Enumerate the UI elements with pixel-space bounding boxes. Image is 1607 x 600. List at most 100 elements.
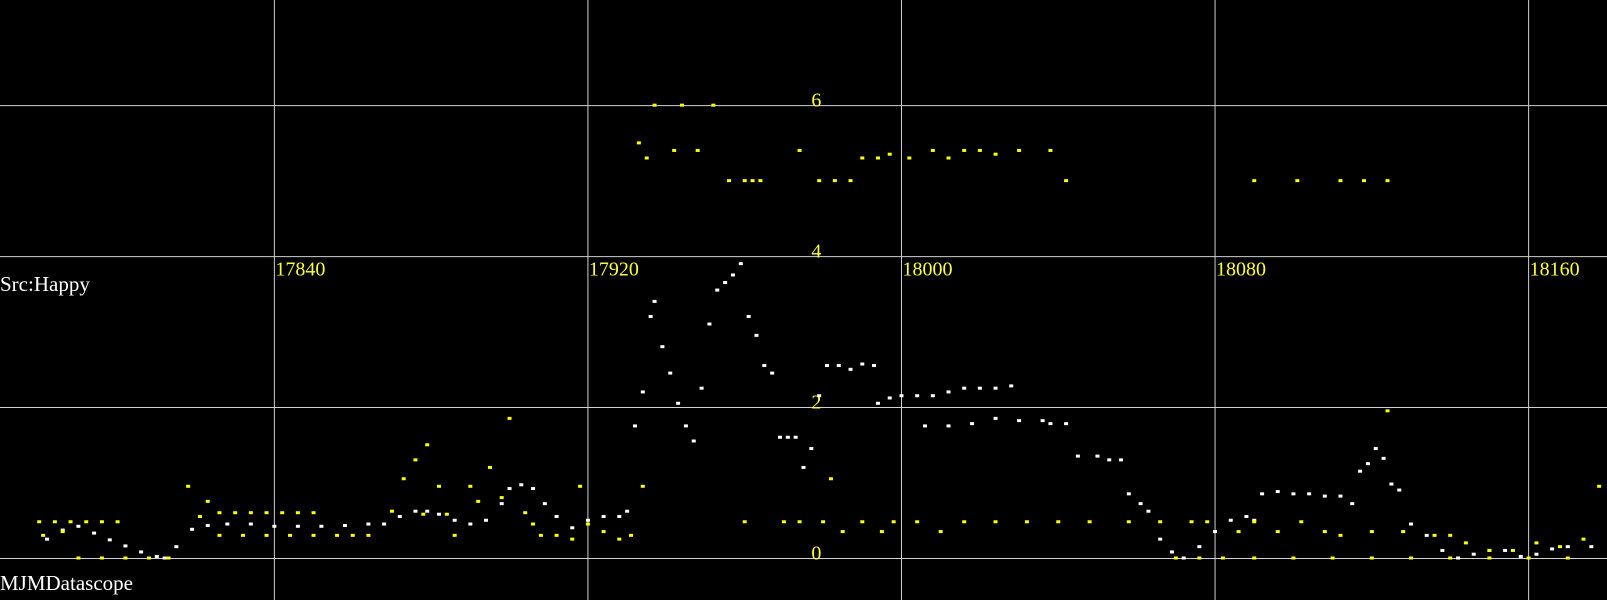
yellow-data-point (99, 556, 104, 560)
yellow-data-point (1205, 520, 1210, 524)
yellow-data-point (233, 511, 238, 515)
white-data-point (1373, 447, 1378, 451)
yellow-data-point (1338, 179, 1343, 183)
white-data-point (993, 386, 998, 390)
white-data-point (1169, 550, 1174, 554)
white-data-point (648, 314, 653, 318)
white-data-point (1138, 502, 1143, 506)
yellow-data-point (115, 520, 120, 524)
white-data-point (484, 518, 489, 522)
y-tick-label: 6 (811, 90, 821, 112)
white-data-point (154, 554, 159, 558)
yellow-data-point (389, 509, 394, 513)
yellow-data-point (1087, 520, 1092, 524)
white-data-point (1213, 530, 1218, 534)
white-data-point (107, 538, 112, 542)
yellow-data-point (1557, 545, 1562, 549)
yellow-data-point (636, 141, 641, 145)
white-data-point (1048, 422, 1053, 426)
yellow-data-point (585, 522, 590, 526)
yellow-data-point (1385, 409, 1390, 413)
yellow-data-point (930, 148, 935, 152)
yellow-data-point (578, 484, 583, 488)
white-data-point (190, 527, 195, 531)
yellow-data-point (436, 484, 441, 488)
white-data-point (1197, 545, 1202, 549)
white-data-point (1040, 419, 1045, 423)
white-data-point (205, 524, 210, 528)
x-tick-label: 18160 (1530, 259, 1580, 281)
source-annotation: Src:Happy (0, 272, 90, 296)
white-data-point (899, 394, 904, 398)
white-data-point (1126, 492, 1131, 496)
white-data-point (676, 401, 681, 405)
yellow-data-point (60, 530, 65, 534)
yellow-data-point (727, 179, 732, 183)
white-data-point (382, 522, 387, 526)
yellow-data-point (241, 533, 246, 537)
white-data-point (915, 394, 920, 398)
white-data-point (652, 299, 657, 303)
white-data-point (691, 439, 696, 443)
yellow-data-point (1024, 520, 1029, 524)
yellow-data-point (1526, 556, 1531, 560)
yellow-data-point (946, 156, 951, 160)
white-data-point (1107, 458, 1112, 462)
yellow-data-point (421, 512, 426, 516)
yellow-data-point (797, 148, 802, 152)
white-data-point (554, 514, 559, 518)
white-data-point (683, 424, 688, 428)
y-tick-label: 0 (811, 542, 821, 564)
white-data-point (1589, 545, 1594, 549)
yellow-data-point (1330, 556, 1335, 560)
white-data-point (468, 522, 473, 526)
white-data-point (507, 487, 512, 491)
white-data-point (570, 526, 575, 530)
white-data-point (1064, 422, 1069, 426)
white-data-point (319, 524, 324, 528)
yellow-data-point (123, 556, 128, 560)
white-data-point (977, 386, 982, 390)
yellow-data-point (1597, 484, 1602, 488)
white-data-point (1307, 492, 1312, 496)
white-data-point (836, 364, 841, 368)
white-data-point (746, 314, 751, 318)
yellow-data-point (523, 511, 528, 515)
yellow-data-point (817, 179, 822, 183)
data-marks (37, 103, 1602, 560)
yellow-data-point (1197, 556, 1202, 560)
yellow-data-point (993, 152, 998, 156)
yellow-data-point (1048, 148, 1053, 152)
white-data-point (970, 422, 975, 426)
white-data-point (1389, 482, 1394, 486)
white-data-point (585, 518, 590, 522)
yellow-data-point (401, 477, 406, 481)
y-tick-label: 4 (811, 241, 821, 263)
white-data-point (707, 322, 712, 326)
white-data-point (1381, 456, 1386, 460)
yellow-data-point (879, 530, 884, 534)
yellow-data-point (832, 179, 837, 183)
white-data-point (436, 512, 441, 516)
yellow-data-point (335, 533, 340, 537)
white-data-point (1158, 537, 1163, 541)
white-data-point (1291, 492, 1296, 496)
white-data-point (946, 390, 951, 394)
yellow-data-point (938, 530, 943, 534)
white-data-point (632, 424, 637, 428)
yellow-data-point (1295, 179, 1300, 183)
white-data-point (1503, 548, 1508, 552)
yellow-data-point (962, 148, 967, 152)
yellow-data-point (366, 533, 371, 537)
white-data-point (1456, 556, 1461, 560)
white-data-point (1322, 494, 1327, 498)
white-data-point (397, 514, 402, 518)
white-data-point (542, 502, 547, 506)
yellow-data-point (311, 533, 316, 537)
white-data-point (174, 545, 179, 549)
white-data-point (1365, 462, 1370, 466)
yellow-data-point (1252, 520, 1257, 524)
yellow-data-point (781, 520, 786, 524)
